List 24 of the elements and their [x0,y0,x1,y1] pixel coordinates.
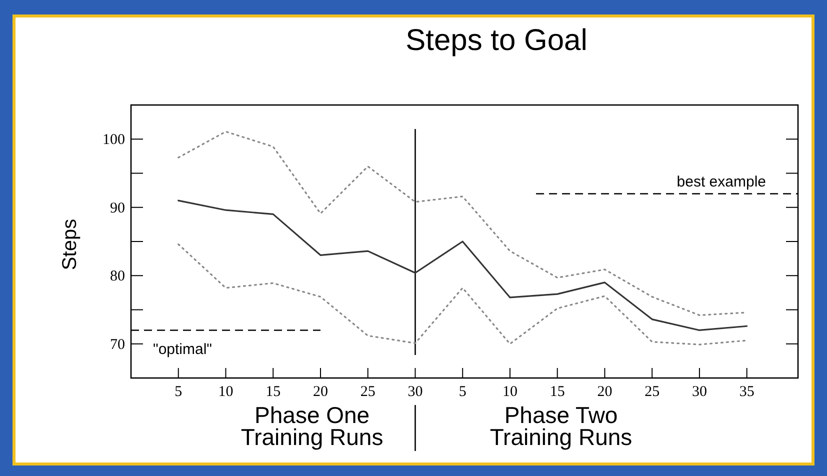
x-tick-label: 20 [597,384,612,400]
y-tick-label: 70 [110,336,125,353]
x-tick-label: 15 [550,384,565,400]
x-tick-label: 10 [218,384,234,400]
text: Phase Two Training Runs [490,402,632,450]
line-series [178,200,748,332]
ref-line-label: "optimal" [153,341,212,358]
x-tick-label: 5 [458,384,466,400]
x-tick-label: 25 [360,384,376,400]
x-tick-label: 20 [312,384,328,400]
x-tick-label: 25 [644,384,660,400]
x-tick-label: 10 [502,384,518,400]
x-tick-label: 15 [266,384,281,400]
y-tick-label: 100 [102,132,125,148]
x-tick-label: 30 [408,384,423,400]
x-tick-label: 5 [174,384,182,400]
text: Phase One Training Runs [240,402,384,450]
x-tick-label: 30 [692,384,707,400]
ref-line-label: best example [676,174,766,191]
y-tick-label: 80 [110,268,125,285]
chart-title: Steps to Goal [406,24,588,57]
x-tick-label: 35 [739,384,754,400]
y-tick-label: 90 [110,200,125,216]
y-axis-title: Steps [59,218,81,270]
